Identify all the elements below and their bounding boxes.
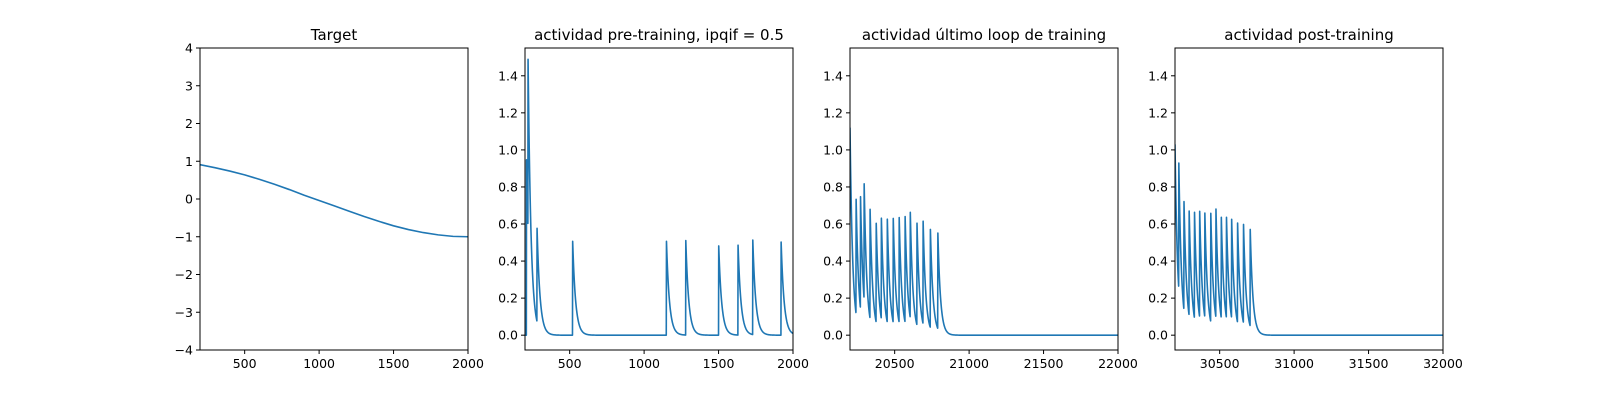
y-tick-label: 1.4: [1148, 68, 1168, 83]
y-tick-label: 0.4: [1148, 254, 1168, 269]
y-tick-label: 2: [185, 116, 193, 131]
y-tick-label: 1.2: [1148, 105, 1168, 120]
plot-frame: [524, 47, 794, 351]
y-tick-label: 0.8: [498, 179, 518, 194]
x-tick-label: 1500: [378, 356, 410, 371]
x-tick-label: 500: [233, 356, 257, 371]
x-tick-label: 30500: [1200, 356, 1240, 371]
y-tick-label: 0: [185, 192, 193, 207]
y-tick-label: 0.2: [498, 291, 518, 306]
panel-target: Target 500 1000 1500 2000 −4 −3 −2 −1 0 1 2 3 4: [175, 26, 484, 371]
x-tick-label: 31000: [1274, 356, 1314, 371]
x-tick-label: 21000: [949, 356, 989, 371]
x-tick-label: 20500: [875, 356, 915, 371]
x-tick-label: 1000: [303, 356, 335, 371]
plot-frame: [199, 47, 469, 351]
y-tick-label: 3: [185, 78, 193, 93]
chart-title: actividad post-training: [1224, 26, 1393, 44]
chart-title: actividad pre-training, ipqif = 0.5: [534, 26, 784, 44]
y-tick-label: 0.6: [823, 217, 843, 232]
series-line: [200, 163, 468, 238]
y-tick-label: 0.6: [1148, 217, 1168, 232]
y-tick-label: 0.8: [823, 179, 843, 194]
y-tick-label: 4: [185, 41, 193, 56]
y-tick-label: 1.0: [823, 142, 843, 157]
y-tick-label: 0.8: [1148, 179, 1168, 194]
y-tick-label: 1.4: [823, 68, 843, 83]
x-tick-label: 500: [558, 356, 582, 371]
series-line: [525, 58, 793, 336]
panel-post-training: actividad post-training 30500 31000 31500 32…: [1148, 26, 1463, 371]
y-tick-label: 1.4: [498, 68, 518, 83]
plot-frame: [849, 47, 1119, 351]
y-tick-label: −2: [175, 267, 193, 282]
y-tick-label: 0.0: [823, 328, 843, 343]
y-tick-label: 0.2: [1148, 291, 1168, 306]
plot-frame: [1174, 47, 1444, 351]
chart-title: actividad último loop de training: [862, 26, 1106, 44]
panel-pre-training: actividad pre-training, ipqif = 0.5 500 10…: [498, 26, 809, 371]
x-tick-label: 2000: [777, 356, 809, 371]
y-tick-label: 1.0: [1148, 142, 1168, 157]
y-tick-label: 0.2: [823, 291, 843, 306]
y-tick-label: −1: [175, 229, 193, 244]
y-tick-label: −3: [175, 305, 193, 320]
x-tick-label: 1000: [628, 356, 660, 371]
panel-last-training-loop: actividad último loop de training 20500 21…: [823, 26, 1138, 371]
y-tick-label: 1.2: [498, 105, 518, 120]
x-tick-label: 1500: [703, 356, 735, 371]
series-line: [1175, 144, 1443, 336]
y-tick-label: 0.4: [498, 254, 518, 269]
series-line: [850, 127, 1118, 336]
x-tick-label: 2000: [452, 356, 484, 371]
x-tick-label: 22000: [1098, 356, 1138, 371]
x-tick-label: 21500: [1024, 356, 1064, 371]
y-tick-label: 1.2: [823, 105, 843, 120]
chart-title: Target: [310, 26, 358, 44]
y-tick-label: −4: [175, 343, 193, 358]
y-tick-label: 1: [185, 154, 193, 169]
y-tick-label: 0.6: [498, 217, 518, 232]
y-tick-label: 1.0: [498, 142, 518, 157]
x-tick-label: 32000: [1423, 356, 1463, 371]
y-tick-label: 0.0: [498, 328, 518, 343]
y-tick-label: 0.4: [823, 254, 843, 269]
y-tick-label: 0.0: [1148, 328, 1168, 343]
x-tick-label: 31500: [1349, 356, 1389, 371]
